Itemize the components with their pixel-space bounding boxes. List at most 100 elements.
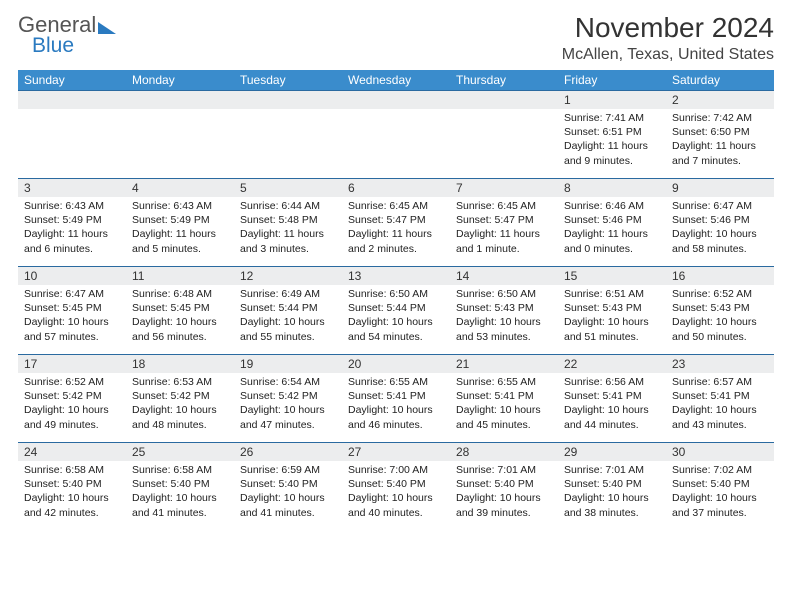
day-number: 1 — [558, 91, 666, 109]
day-details: Sunrise: 6:55 AMSunset: 5:41 PMDaylight:… — [342, 373, 450, 436]
calendar-day-cell: 7Sunrise: 6:45 AMSunset: 5:47 PMDaylight… — [450, 179, 558, 267]
header-row: General Blue November 2024 McAllen, Texa… — [18, 12, 774, 64]
calendar-day-cell: 26Sunrise: 6:59 AMSunset: 5:40 PMDayligh… — [234, 443, 342, 531]
day-details: Sunrise: 6:44 AMSunset: 5:48 PMDaylight:… — [234, 197, 342, 260]
day-number: 2 — [666, 91, 774, 109]
day-number: 21 — [450, 355, 558, 373]
day-number: 15 — [558, 267, 666, 285]
day-number: 12 — [234, 267, 342, 285]
day-details: Sunrise: 6:48 AMSunset: 5:45 PMDaylight:… — [126, 285, 234, 348]
calendar-day-cell: 3Sunrise: 6:43 AMSunset: 5:49 PMDaylight… — [18, 179, 126, 267]
day-details: Sunrise: 7:41 AMSunset: 6:51 PMDaylight:… — [558, 109, 666, 172]
calendar-week-row: 1Sunrise: 7:41 AMSunset: 6:51 PMDaylight… — [18, 91, 774, 179]
calendar-head: SundayMondayTuesdayWednesdayThursdayFrid… — [18, 70, 774, 91]
day-details: Sunrise: 6:47 AMSunset: 5:45 PMDaylight:… — [18, 285, 126, 348]
empty-day-bar — [342, 91, 450, 109]
calendar-week-row: 24Sunrise: 6:58 AMSunset: 5:40 PMDayligh… — [18, 443, 774, 531]
day-number: 16 — [666, 267, 774, 285]
calendar-day-cell: 10Sunrise: 6:47 AMSunset: 5:45 PMDayligh… — [18, 267, 126, 355]
calendar-empty-cell — [126, 91, 234, 179]
day-number: 19 — [234, 355, 342, 373]
calendar-day-cell: 9Sunrise: 6:47 AMSunset: 5:46 PMDaylight… — [666, 179, 774, 267]
weekday-header-row: SundayMondayTuesdayWednesdayThursdayFrid… — [18, 70, 774, 91]
day-details: Sunrise: 6:50 AMSunset: 5:43 PMDaylight:… — [450, 285, 558, 348]
day-number: 28 — [450, 443, 558, 461]
calendar-day-cell: 19Sunrise: 6:54 AMSunset: 5:42 PMDayligh… — [234, 355, 342, 443]
day-number: 18 — [126, 355, 234, 373]
calendar-day-cell: 20Sunrise: 6:55 AMSunset: 5:41 PMDayligh… — [342, 355, 450, 443]
day-details: Sunrise: 6:46 AMSunset: 5:46 PMDaylight:… — [558, 197, 666, 260]
calendar-day-cell: 21Sunrise: 6:55 AMSunset: 5:41 PMDayligh… — [450, 355, 558, 443]
logo: General Blue — [18, 12, 116, 58]
calendar-day-cell: 12Sunrise: 6:49 AMSunset: 5:44 PMDayligh… — [234, 267, 342, 355]
day-details: Sunrise: 7:42 AMSunset: 6:50 PMDaylight:… — [666, 109, 774, 172]
day-details: Sunrise: 6:54 AMSunset: 5:42 PMDaylight:… — [234, 373, 342, 436]
weekday-header: Sunday — [18, 70, 126, 91]
day-details: Sunrise: 6:43 AMSunset: 5:49 PMDaylight:… — [126, 197, 234, 260]
calendar-day-cell: 5Sunrise: 6:44 AMSunset: 5:48 PMDaylight… — [234, 179, 342, 267]
day-number: 4 — [126, 179, 234, 197]
day-number: 29 — [558, 443, 666, 461]
calendar-day-cell: 15Sunrise: 6:51 AMSunset: 5:43 PMDayligh… — [558, 267, 666, 355]
weekday-header: Friday — [558, 70, 666, 91]
weekday-header: Tuesday — [234, 70, 342, 91]
day-number: 30 — [666, 443, 774, 461]
day-details: Sunrise: 6:59 AMSunset: 5:40 PMDaylight:… — [234, 461, 342, 524]
day-details: Sunrise: 6:58 AMSunset: 5:40 PMDaylight:… — [126, 461, 234, 524]
weekday-header: Monday — [126, 70, 234, 91]
calendar-day-cell: 1Sunrise: 7:41 AMSunset: 6:51 PMDaylight… — [558, 91, 666, 179]
calendar-day-cell: 25Sunrise: 6:58 AMSunset: 5:40 PMDayligh… — [126, 443, 234, 531]
day-details: Sunrise: 6:57 AMSunset: 5:41 PMDaylight:… — [666, 373, 774, 436]
calendar-day-cell: 30Sunrise: 7:02 AMSunset: 5:40 PMDayligh… — [666, 443, 774, 531]
calendar-day-cell: 8Sunrise: 6:46 AMSunset: 5:46 PMDaylight… — [558, 179, 666, 267]
calendar-day-cell: 24Sunrise: 6:58 AMSunset: 5:40 PMDayligh… — [18, 443, 126, 531]
day-number: 17 — [18, 355, 126, 373]
day-number: 6 — [342, 179, 450, 197]
day-number: 25 — [126, 443, 234, 461]
logo-triangle-icon — [98, 22, 116, 34]
day-number: 27 — [342, 443, 450, 461]
day-details: Sunrise: 6:51 AMSunset: 5:43 PMDaylight:… — [558, 285, 666, 348]
day-number: 11 — [126, 267, 234, 285]
day-details: Sunrise: 6:50 AMSunset: 5:44 PMDaylight:… — [342, 285, 450, 348]
weekday-header: Thursday — [450, 70, 558, 91]
empty-day-bar — [234, 91, 342, 109]
calendar-day-cell: 6Sunrise: 6:45 AMSunset: 5:47 PMDaylight… — [342, 179, 450, 267]
weekday-header: Saturday — [666, 70, 774, 91]
location: McAllen, Texas, United States — [562, 46, 774, 64]
day-details: Sunrise: 6:45 AMSunset: 5:47 PMDaylight:… — [450, 197, 558, 260]
calendar-day-cell: 13Sunrise: 6:50 AMSunset: 5:44 PMDayligh… — [342, 267, 450, 355]
day-details: Sunrise: 6:52 AMSunset: 5:42 PMDaylight:… — [18, 373, 126, 436]
day-number: 5 — [234, 179, 342, 197]
calendar-day-cell: 16Sunrise: 6:52 AMSunset: 5:43 PMDayligh… — [666, 267, 774, 355]
day-details: Sunrise: 6:53 AMSunset: 5:42 PMDaylight:… — [126, 373, 234, 436]
day-number: 7 — [450, 179, 558, 197]
day-details: Sunrise: 6:45 AMSunset: 5:47 PMDaylight:… — [342, 197, 450, 260]
calendar-day-cell: 14Sunrise: 6:50 AMSunset: 5:43 PMDayligh… — [450, 267, 558, 355]
calendar-empty-cell — [18, 91, 126, 179]
day-details: Sunrise: 6:55 AMSunset: 5:41 PMDaylight:… — [450, 373, 558, 436]
calendar-day-cell: 22Sunrise: 6:56 AMSunset: 5:41 PMDayligh… — [558, 355, 666, 443]
day-number: 10 — [18, 267, 126, 285]
logo-text-2: Blue — [32, 34, 116, 58]
day-details: Sunrise: 7:02 AMSunset: 5:40 PMDaylight:… — [666, 461, 774, 524]
day-number: 23 — [666, 355, 774, 373]
weekday-header: Wednesday — [342, 70, 450, 91]
calendar-day-cell: 17Sunrise: 6:52 AMSunset: 5:42 PMDayligh… — [18, 355, 126, 443]
day-number: 3 — [18, 179, 126, 197]
day-number: 14 — [450, 267, 558, 285]
day-number: 26 — [234, 443, 342, 461]
day-details: Sunrise: 7:01 AMSunset: 5:40 PMDaylight:… — [558, 461, 666, 524]
calendar-day-cell: 11Sunrise: 6:48 AMSunset: 5:45 PMDayligh… — [126, 267, 234, 355]
calendar-day-cell: 23Sunrise: 6:57 AMSunset: 5:41 PMDayligh… — [666, 355, 774, 443]
month-title: November 2024 — [562, 12, 774, 44]
day-details: Sunrise: 6:56 AMSunset: 5:41 PMDaylight:… — [558, 373, 666, 436]
calendar-empty-cell — [450, 91, 558, 179]
calendar-week-row: 3Sunrise: 6:43 AMSunset: 5:49 PMDaylight… — [18, 179, 774, 267]
day-number: 20 — [342, 355, 450, 373]
empty-day-bar — [18, 91, 126, 109]
calendar-table: SundayMondayTuesdayWednesdayThursdayFrid… — [18, 70, 774, 531]
day-details: Sunrise: 6:43 AMSunset: 5:49 PMDaylight:… — [18, 197, 126, 260]
calendar-body: 1Sunrise: 7:41 AMSunset: 6:51 PMDaylight… — [18, 91, 774, 531]
calendar-day-cell: 4Sunrise: 6:43 AMSunset: 5:49 PMDaylight… — [126, 179, 234, 267]
